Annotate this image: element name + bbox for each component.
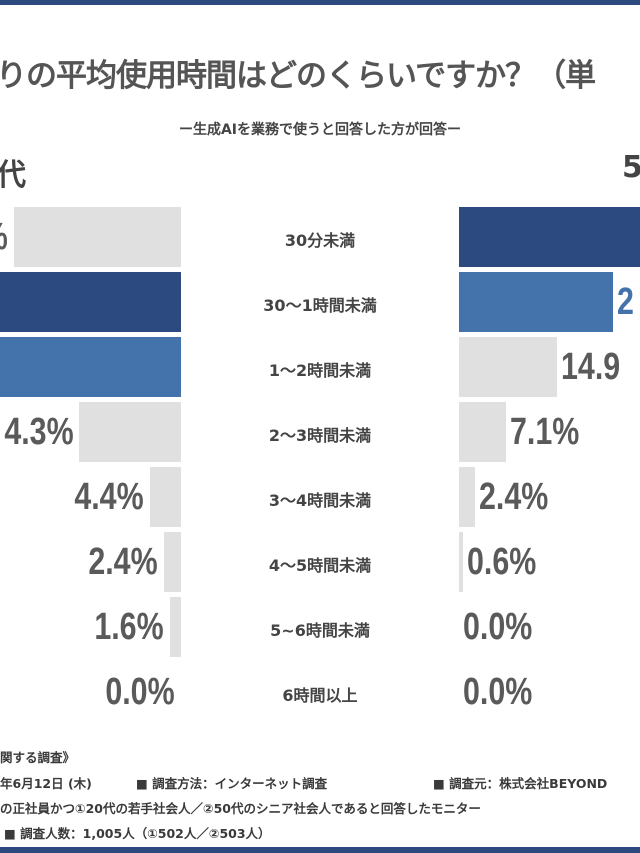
footer-date: 年6月12日 (木) <box>0 776 92 791</box>
left-bar <box>169 597 181 657</box>
bottom-frame-bar <box>0 847 640 853</box>
right-bar <box>459 532 463 592</box>
left-value-label: 0.0% <box>105 671 175 713</box>
right-value-label: 2.4% <box>478 476 549 518</box>
left-value-label: 1.6% <box>94 606 164 648</box>
left-value-label: % <box>0 207 8 267</box>
left-group-label: 代 <box>0 158 26 193</box>
right-bar <box>459 272 614 332</box>
right-bar <box>459 467 475 527</box>
right-bar <box>459 207 640 267</box>
left-value-label: 4.4% <box>74 476 144 518</box>
right-value-label: 2 <box>617 281 635 323</box>
left-bar <box>163 532 181 592</box>
footer-source: ■ 調査元：株式会社BEYOND <box>433 776 608 791</box>
right-value-label: 14.9 <box>561 346 621 388</box>
category-label: 2〜3時間未満 <box>268 426 372 445</box>
left-bar <box>0 337 181 397</box>
right-value-label: 7.1% <box>509 411 580 453</box>
chart-subtitle: ー生成AIを業務で使うと回答した方が回答ー <box>178 122 462 138</box>
category-label: 6時間以上 <box>282 686 358 705</box>
right-value-label: 0.0% <box>463 606 533 648</box>
category-label: 1〜2時間未満 <box>268 361 372 380</box>
footer-survey-name: 関する調査》 <box>0 750 76 765</box>
left-bar <box>79 402 181 462</box>
footer-target: の正社員かつ①20代の若手社会人／②50代のシニア社会人であると回答したモニター <box>0 801 481 816</box>
left-bar <box>14 207 181 267</box>
left-bar <box>149 467 181 527</box>
category-label: 30〜1時間未満 <box>263 296 377 315</box>
left-value-label: 2.4% <box>88 541 158 583</box>
right-group-label: 5 <box>622 150 640 185</box>
right-bar <box>459 402 506 462</box>
chart-title: りの平均使用時間はどのくらいですか？（単 <box>0 58 596 94</box>
left-bar <box>0 272 181 332</box>
category-label: 4〜5時間未満 <box>268 556 372 575</box>
right-bar <box>459 337 558 397</box>
footer-method: ■ 調査方法：インターネット調査 <box>136 776 328 791</box>
top-frame-bar <box>0 0 640 5</box>
category-label: 30分未満 <box>284 231 356 250</box>
right-value-label: 0.0% <box>463 671 533 713</box>
left-value-label: 4.3% <box>4 411 74 453</box>
category-label: 3〜4時間未満 <box>268 491 372 510</box>
footer-count: ■ 調査人数：1,005人（①502人／②503人） <box>4 826 271 841</box>
right-value-label: 0.6% <box>466 541 537 583</box>
category-label: 5~6時間未満 <box>270 621 370 640</box>
